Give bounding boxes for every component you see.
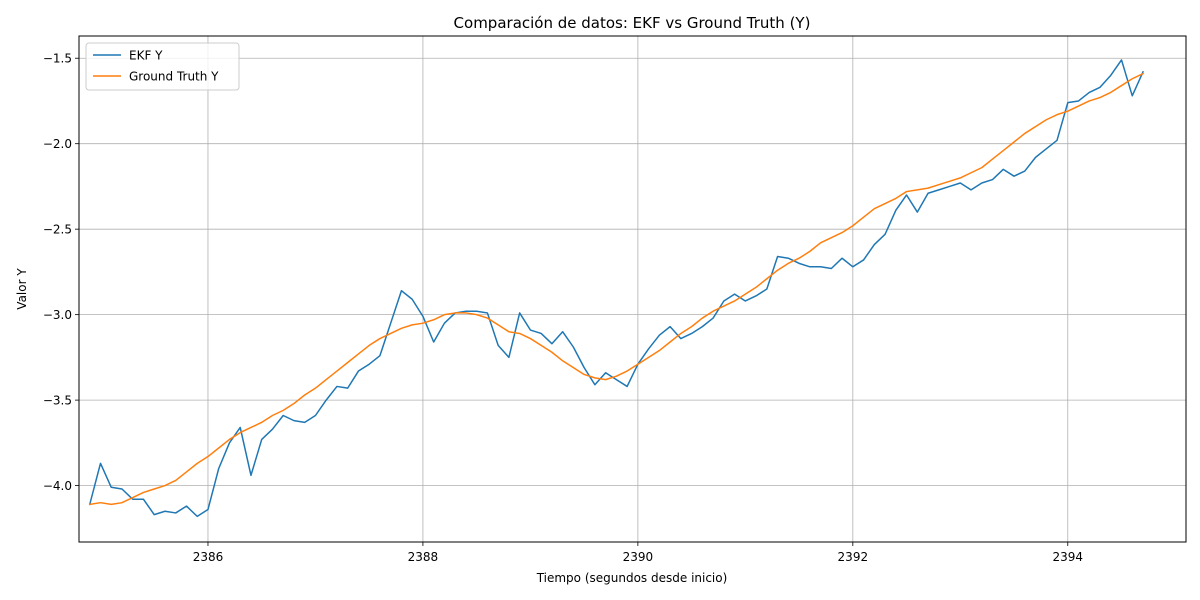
y-tick-label: −2.5 (43, 223, 72, 237)
x-tick-label: 2390 (623, 550, 654, 564)
x-axis-ticks: 2386 2388 2390 2392 2394 (193, 542, 1083, 564)
y-axis-label: Valor Y (15, 268, 29, 310)
chart-title: Comparación de datos: EKF vs Ground Trut… (454, 14, 811, 32)
x-tick-label: 2388 (408, 550, 439, 564)
y-tick-label: −2.0 (43, 137, 72, 151)
x-tick-label: 2386 (193, 550, 224, 564)
x-tick-label: 2392 (838, 550, 869, 564)
y-tick-label: −1.5 (43, 52, 72, 66)
plot-frame (78, 35, 1187, 543)
plot-area (79, 36, 1186, 542)
legend-label-ekf: EKF Y (129, 49, 163, 63)
y-axis-ticks: −4.0 −3.5 −3.0 −2.5 −2.0 −1.5 (43, 52, 79, 493)
ekf-y-line (88, 59, 1145, 518)
legend: EKF Y Ground Truth Y (85, 42, 240, 91)
grid-lines (79, 36, 1186, 542)
x-axis-label: Tiempo (segundos desde inicio) (536, 571, 728, 585)
x-tick-label: 2394 (1053, 550, 1084, 564)
ground-truth-y-line (88, 72, 1145, 506)
y-tick-label: −3.0 (43, 308, 72, 322)
y-tick-label: −4.0 (43, 479, 72, 493)
y-tick-label: −3.5 (43, 394, 72, 408)
legend-label-ground-truth: Ground Truth Y (129, 70, 219, 84)
legend-box (85, 42, 240, 91)
series-layer (88, 59, 1145, 518)
